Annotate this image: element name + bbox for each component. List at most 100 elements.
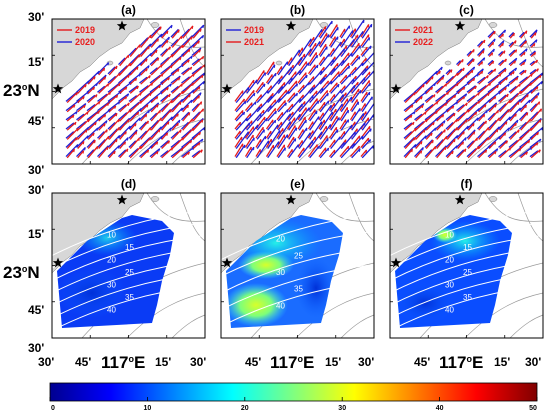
contour-lines: 10 15 20 25 30 35 40 <box>390 210 543 331</box>
current-vector <box>244 126 255 139</box>
vector-head <box>375 51 376 54</box>
current-vector <box>244 89 255 102</box>
current-vector <box>414 80 428 93</box>
current-vector <box>140 92 152 104</box>
vector-head <box>358 135 361 139</box>
current-vector <box>86 139 95 148</box>
current-vector <box>478 82 492 94</box>
current-vector <box>467 85 477 94</box>
current-vector <box>436 102 448 113</box>
vector-head <box>266 118 268 122</box>
current-vector <box>119 74 130 85</box>
current-vector <box>267 124 279 140</box>
current-vector <box>171 122 179 131</box>
vector-head <box>299 98 302 102</box>
vector-head <box>372 145 374 149</box>
vector-head <box>337 84 340 88</box>
current-vector <box>529 103 538 112</box>
current-vector <box>298 81 310 94</box>
current-vector <box>519 82 531 93</box>
vector-head <box>104 76 106 80</box>
vector-head <box>431 76 434 80</box>
isobath-line <box>171 140 205 164</box>
current-vector <box>309 70 323 85</box>
vector-head <box>145 58 148 62</box>
vector-head <box>198 95 200 99</box>
current-vector <box>424 117 439 130</box>
current-vector <box>509 122 517 131</box>
current-vector <box>255 149 261 157</box>
vector-head <box>512 71 515 75</box>
current-vector <box>246 124 259 140</box>
vector-head <box>149 137 152 141</box>
current-vector <box>181 121 189 130</box>
vector-head <box>355 67 357 71</box>
current-vector <box>319 111 333 131</box>
contour-line <box>52 272 205 319</box>
current-vector <box>182 66 193 76</box>
vector-head <box>315 90 318 94</box>
vector-head <box>519 148 522 152</box>
vector-head <box>502 42 504 47</box>
current-vector <box>488 117 500 131</box>
vector-head <box>290 67 292 71</box>
current-vector <box>339 74 348 84</box>
vector-head <box>332 59 335 63</box>
vector-head <box>92 132 95 136</box>
vector-head <box>260 103 263 107</box>
contour-line <box>52 247 205 294</box>
vector-head <box>157 38 159 42</box>
current-vector <box>108 118 120 131</box>
current-vector <box>425 76 434 85</box>
current-vector <box>425 121 435 131</box>
current-vector <box>529 118 542 130</box>
vector-head <box>125 86 128 91</box>
current-vector <box>466 101 478 112</box>
vector-head <box>499 73 502 77</box>
current-vector <box>161 30 169 39</box>
vector-head <box>537 92 540 96</box>
current-vector <box>265 74 273 84</box>
vector-head <box>202 56 205 60</box>
current-vector <box>182 48 191 58</box>
vector-head <box>376 59 377 62</box>
vector-head <box>496 129 499 133</box>
current-vector <box>76 80 90 93</box>
vector-head <box>414 144 417 148</box>
current-vector <box>107 134 121 148</box>
vector-head <box>191 118 194 122</box>
current-vector <box>319 34 330 48</box>
current-vector <box>150 38 159 48</box>
current-vector <box>286 80 298 93</box>
current-vector <box>191 103 200 112</box>
x-tick-left-mid-3: 45' <box>414 355 430 369</box>
current-vector <box>235 131 250 149</box>
vector-head <box>285 102 287 106</box>
current-vector <box>76 121 87 130</box>
contour-line <box>52 285 205 331</box>
current-vector <box>508 119 519 130</box>
current-vector <box>65 144 79 158</box>
vector-head <box>364 68 367 72</box>
vector-head <box>343 48 345 52</box>
current-vector <box>171 44 184 58</box>
vector-head <box>179 129 182 133</box>
current-vector <box>404 104 414 113</box>
contour-lines: 20 25 30 35 40 <box>221 214 374 327</box>
current-vector <box>76 147 86 158</box>
current-vector <box>467 69 474 76</box>
current-vector <box>298 74 308 85</box>
vector-head <box>306 74 308 79</box>
vector-head <box>169 83 172 87</box>
current-vector <box>519 48 528 56</box>
current-vector <box>319 67 336 85</box>
vector-head <box>368 71 371 75</box>
vector-head <box>198 142 201 146</box>
current-vector <box>246 146 255 159</box>
current-vector <box>108 126 120 140</box>
current-vector <box>478 136 490 150</box>
current-vector <box>192 119 204 131</box>
current-vector <box>499 140 508 150</box>
current-vector <box>149 67 158 75</box>
current-vector <box>361 23 373 39</box>
